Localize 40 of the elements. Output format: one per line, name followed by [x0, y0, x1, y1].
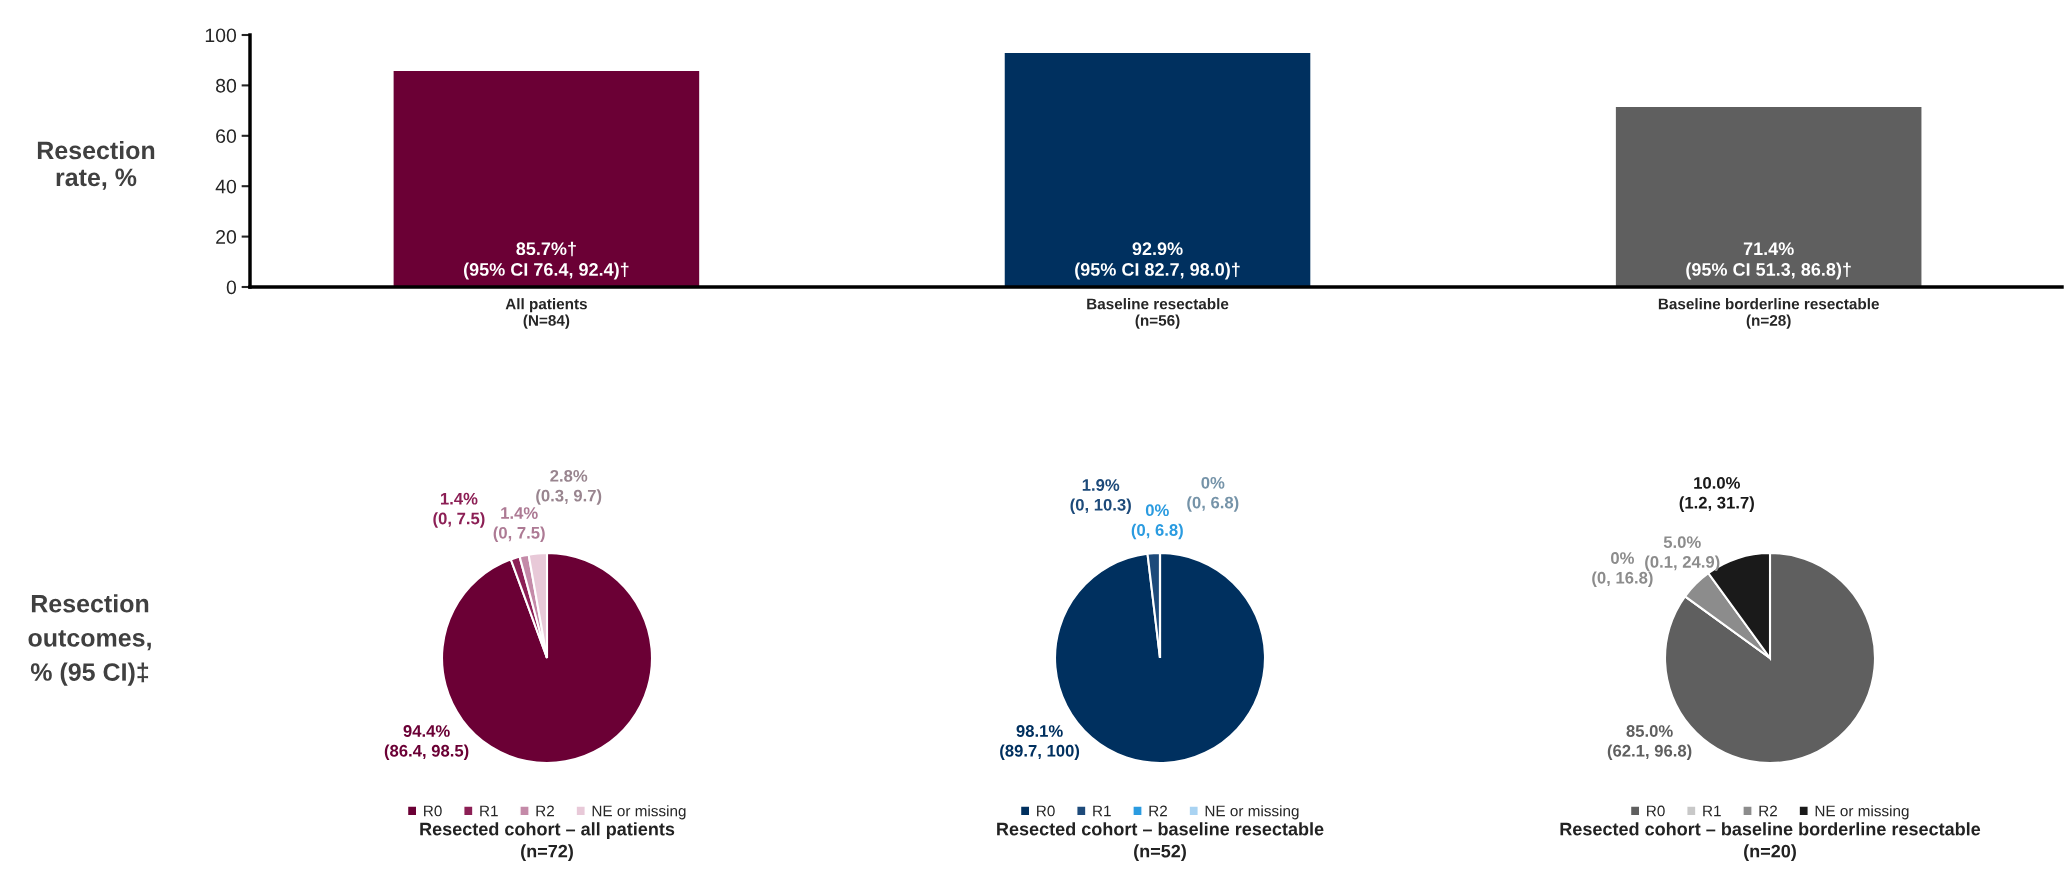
text: 0% (0, 6.8) [1131, 504, 1183, 540]
legend-label: R1 [1093, 805, 1111, 817]
y-tick-label: 40 [215, 179, 237, 194]
legend-label: R2 [536, 805, 554, 817]
legend-label: NE or missing [1815, 805, 1909, 820]
data-label: 94.4% (86.4, 98.5) [384, 725, 469, 760]
legend-label: R1 [480, 805, 498, 817]
x-tick-label: Baseline resectable (n=56) [1087, 298, 1229, 329]
text: Resected cohort – baseline resectable (n=52) [997, 822, 1324, 862]
text: Resection outcomes, % (95 CI)‡ [28, 594, 151, 686]
y-tick-label: 100 [205, 28, 237, 43]
y-tick-label: 60 [216, 129, 237, 144]
y-axis-title: Resection rate, % [37, 140, 155, 190]
data-label: 85.7%† (95% CI 76.4, 92.4)† [464, 241, 629, 280]
text: Resected cohort – all patients (n=72) [420, 822, 675, 862]
data-label: 1.4% (0, 7.5) [433, 492, 485, 528]
legend-label: NE or missing [592, 805, 686, 820]
data-label: 10.0% (1.2, 31.7) [1679, 477, 1754, 512]
data-label: 98.1% (89.7, 100) [1000, 725, 1080, 760]
x-tick-label: All patients (N=84) [505, 298, 587, 329]
data-label: 1.9% (0, 10.3) [1070, 479, 1131, 514]
legend-label: R2 [1759, 805, 1777, 817]
legend-label: R0 [424, 805, 442, 817]
legend-label: R0 [1647, 805, 1665, 817]
data-label: 2.8% (0.3, 9.7) [536, 469, 602, 505]
y-tick-label: 20 [216, 230, 237, 244]
text: 0% (0, 6.8) [1187, 476, 1239, 512]
legend-label: R1 [1703, 805, 1721, 817]
data-label: 5.0% (0.1, 24.9) [1645, 536, 1720, 572]
data-label: 71.4% (95% CI 51.3, 86.8)† [1686, 242, 1851, 280]
legend-label: R0 [1037, 805, 1055, 817]
y-tick-label: 80 [216, 78, 237, 93]
text: Resected cohort – baseline borderline resectable (n=20) [1560, 822, 1981, 862]
data-label: 1.4% (0, 7.5) [493, 507, 545, 543]
legend-label: R2 [1149, 805, 1167, 817]
y-tick-label: 0 [226, 280, 237, 295]
data-label: 92.9% (95% CI 82.7, 98.0)† [1075, 242, 1240, 280]
data-label: 85.0% (62.1, 96.8) [1607, 725, 1692, 760]
legend-label: NE or missing [1205, 805, 1299, 820]
x-tick-label: Baseline borderline resectable (n=28) [1658, 298, 1879, 329]
